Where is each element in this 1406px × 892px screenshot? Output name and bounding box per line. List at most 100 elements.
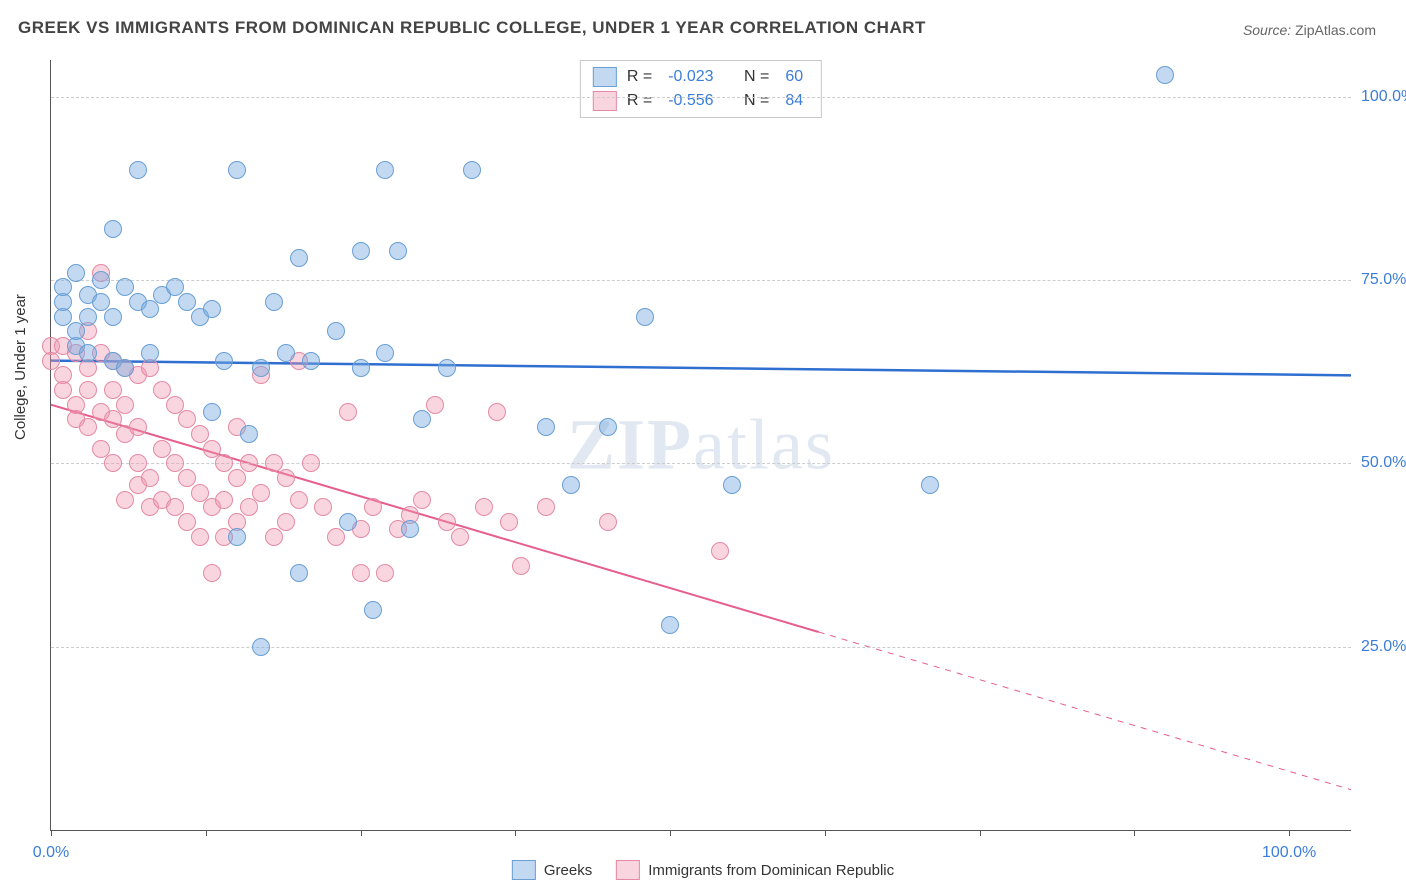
scatter-point-pink: [314, 498, 332, 516]
y-tick-label: 50.0%: [1361, 454, 1406, 472]
y-tick-label: 100.0%: [1361, 88, 1406, 106]
legend-swatch-blue: [512, 860, 536, 880]
y-tick-label: 75.0%: [1361, 271, 1406, 289]
scatter-point-pink: [265, 528, 283, 546]
trend-line: [51, 361, 1351, 376]
scatter-point-pink: [116, 491, 134, 509]
scatter-point-blue: [376, 161, 394, 179]
scatter-point-pink: [339, 403, 357, 421]
r-label-2: R =: [627, 92, 652, 110]
scatter-point-pink: [711, 542, 729, 560]
source-attribution: Source: ZipAtlas.com: [1243, 22, 1376, 38]
scatter-point-pink: [352, 564, 370, 582]
scatter-point-pink: [215, 491, 233, 509]
x-tick: [825, 830, 826, 836]
scatter-point-blue: [203, 300, 221, 318]
scatter-point-pink: [141, 469, 159, 487]
scatter-point-blue: [401, 520, 419, 538]
chart-container: GREEK VS IMMIGRANTS FROM DOMINICAN REPUB…: [0, 0, 1406, 892]
scatter-point-blue: [389, 242, 407, 260]
n-value-1: 60: [785, 68, 803, 86]
scatter-point-blue: [290, 249, 308, 267]
legend-label-2: Immigrants from Dominican Republic: [648, 862, 894, 879]
x-tick: [670, 830, 671, 836]
scatter-point-blue: [364, 601, 382, 619]
chart-title: GREEK VS IMMIGRANTS FROM DOMINICAN REPUB…: [18, 18, 926, 38]
scatter-point-blue: [352, 242, 370, 260]
x-tick: [361, 830, 362, 836]
scatter-point-pink: [116, 396, 134, 414]
scatter-point-pink: [327, 528, 345, 546]
r-value-2: -0.556: [668, 92, 713, 110]
x-tick: [980, 830, 981, 836]
scatter-point-blue: [141, 300, 159, 318]
scatter-point-blue: [240, 425, 258, 443]
gridline: [51, 280, 1351, 281]
scatter-point-pink: [475, 498, 493, 516]
scatter-point-pink: [426, 396, 444, 414]
x-tick-label: 100.0%: [1262, 844, 1316, 862]
x-tick-label: 0.0%: [33, 844, 69, 862]
scatter-point-blue: [116, 359, 134, 377]
scatter-point-blue: [67, 264, 85, 282]
n-value-2: 84: [785, 92, 803, 110]
swatch-blue: [593, 67, 617, 87]
series-legend: Greeks Immigrants from Dominican Republi…: [512, 860, 894, 880]
scatter-point-blue: [921, 476, 939, 494]
stats-row-1: R = -0.023 N = 60: [593, 65, 809, 89]
scatter-point-blue: [79, 344, 97, 362]
scatter-point-pink: [413, 491, 431, 509]
scatter-point-pink: [290, 491, 308, 509]
scatter-point-blue: [203, 403, 221, 421]
source-value: ZipAtlas.com: [1295, 22, 1376, 38]
x-tick: [1289, 830, 1290, 836]
scatter-point-pink: [203, 564, 221, 582]
scatter-point-pink: [599, 513, 617, 531]
scatter-point-blue: [302, 352, 320, 370]
scatter-point-blue: [265, 293, 283, 311]
scatter-point-blue: [141, 344, 159, 362]
scatter-point-blue: [376, 344, 394, 362]
scatter-point-blue: [129, 161, 147, 179]
watermark-zip: ZIP: [567, 405, 693, 485]
scatter-point-blue: [537, 418, 555, 436]
legend-item-1: Greeks: [512, 860, 592, 880]
scatter-point-pink: [252, 484, 270, 502]
scatter-point-blue: [463, 161, 481, 179]
legend-label-1: Greeks: [544, 862, 592, 879]
scatter-point-blue: [92, 271, 110, 289]
x-tick: [515, 830, 516, 836]
scatter-point-blue: [228, 528, 246, 546]
scatter-point-blue: [1156, 66, 1174, 84]
scatter-point-pink: [277, 469, 295, 487]
scatter-point-blue: [290, 564, 308, 582]
scatter-point-blue: [661, 616, 679, 634]
scatter-point-blue: [723, 476, 741, 494]
watermark: ZIPatlas: [567, 404, 835, 487]
scatter-point-pink: [302, 454, 320, 472]
scatter-point-pink: [500, 513, 518, 531]
scatter-point-blue: [636, 308, 654, 326]
x-tick: [206, 830, 207, 836]
legend-item-2: Immigrants from Dominican Republic: [616, 860, 894, 880]
scatter-point-blue: [352, 359, 370, 377]
scatter-point-pink: [277, 513, 295, 531]
scatter-point-pink: [512, 557, 530, 575]
x-tick: [51, 830, 52, 836]
trend-line: [51, 405, 819, 632]
r-label-1: R =: [627, 68, 652, 86]
scatter-point-blue: [339, 513, 357, 531]
scatter-point-pink: [240, 498, 258, 516]
scatter-point-pink: [451, 528, 469, 546]
n-label-2: N =: [744, 92, 769, 110]
scatter-point-pink: [129, 418, 147, 436]
swatch-pink: [593, 91, 617, 111]
r-value-1: -0.023: [668, 68, 713, 86]
x-tick: [1134, 830, 1135, 836]
gridline: [51, 97, 1351, 98]
scatter-point-blue: [413, 410, 431, 428]
scatter-point-blue: [215, 352, 233, 370]
scatter-point-pink: [79, 381, 97, 399]
scatter-point-pink: [376, 564, 394, 582]
scatter-point-blue: [104, 220, 122, 238]
